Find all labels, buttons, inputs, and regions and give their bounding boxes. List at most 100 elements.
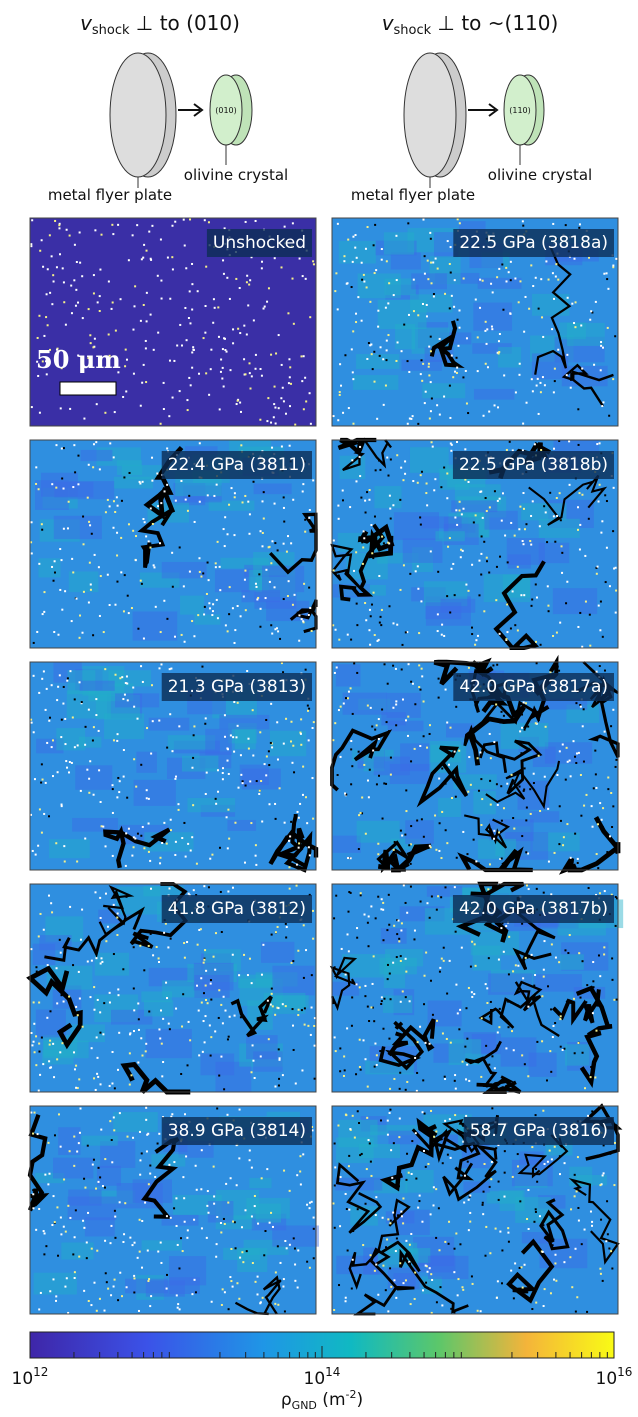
speckle	[127, 259, 130, 262]
speckle	[574, 1247, 577, 1250]
speckle	[30, 521, 33, 524]
speckle	[400, 1215, 403, 1218]
map-panel: 41.8 GPa (3812)	[26, 882, 317, 1095]
speckle	[116, 796, 119, 799]
speckle	[198, 442, 201, 445]
speckle	[568, 483, 571, 486]
speckle	[187, 892, 190, 895]
speckle	[304, 796, 307, 799]
speckle	[578, 223, 581, 226]
map-texture	[335, 1137, 374, 1164]
speckle	[389, 756, 392, 759]
speckle	[277, 1303, 280, 1306]
speckle	[422, 218, 425, 221]
speckle	[223, 1088, 226, 1091]
speckle	[73, 1164, 76, 1167]
speckle	[288, 839, 291, 842]
speckle	[61, 267, 64, 270]
speckle	[416, 1071, 419, 1074]
speckle	[395, 703, 398, 706]
speckle	[261, 820, 264, 823]
speckle	[577, 751, 580, 754]
speckle	[42, 265, 45, 268]
speckle	[419, 745, 422, 748]
speckle	[185, 339, 188, 342]
speckle	[530, 378, 533, 381]
speckle	[542, 968, 545, 971]
speckle	[492, 664, 495, 667]
speckle	[267, 546, 270, 549]
map-texture	[389, 763, 430, 785]
speckle	[116, 912, 119, 915]
speckle	[493, 829, 496, 832]
speckle	[122, 968, 125, 971]
speckle	[610, 1250, 613, 1253]
speckle	[152, 564, 155, 567]
speckle	[119, 298, 122, 301]
speckle	[599, 975, 602, 978]
speckle	[126, 699, 129, 702]
speckle	[380, 898, 383, 901]
speckle	[233, 1221, 236, 1224]
speckle	[97, 1075, 100, 1078]
speckle	[235, 277, 238, 280]
speckle	[569, 386, 572, 389]
speckle	[566, 353, 569, 356]
speckle	[532, 782, 535, 785]
speckle	[577, 528, 580, 531]
speckle	[160, 663, 163, 666]
speckle	[282, 598, 285, 601]
speckle	[603, 669, 606, 672]
speckle	[174, 499, 177, 502]
speckle	[509, 627, 512, 630]
speckle	[87, 357, 90, 360]
speckle	[227, 808, 230, 811]
speckle	[377, 1293, 380, 1296]
speckle	[435, 848, 438, 851]
map-texture	[75, 668, 103, 691]
speckle	[459, 556, 462, 559]
speckle	[575, 752, 578, 755]
map-texture	[43, 1040, 89, 1059]
speckle	[388, 923, 391, 926]
speckle	[60, 559, 63, 562]
speckle	[250, 256, 253, 259]
map-texture	[243, 1239, 289, 1255]
speckle	[229, 369, 232, 372]
speckle	[148, 1010, 151, 1013]
speckle	[598, 442, 601, 445]
speckle	[38, 411, 41, 414]
speckle	[462, 376, 465, 379]
speckle	[151, 479, 154, 482]
map-texture	[183, 485, 222, 503]
speckle	[159, 238, 162, 241]
speckle	[149, 313, 152, 316]
speckle	[62, 685, 65, 688]
speckle	[80, 702, 83, 705]
speckle	[385, 260, 388, 263]
speckle	[203, 613, 206, 616]
speckle	[68, 995, 71, 998]
crack	[463, 814, 511, 849]
speckle	[79, 938, 82, 941]
speckle	[151, 720, 154, 723]
speckle	[273, 385, 276, 388]
speckle	[368, 1142, 371, 1145]
map-texture	[426, 886, 463, 897]
speckle	[596, 565, 599, 568]
speckle	[161, 1075, 164, 1078]
speckle	[498, 632, 501, 635]
speckle	[259, 607, 262, 610]
speckle	[95, 441, 98, 444]
speckle	[350, 638, 353, 641]
speckle	[299, 731, 302, 734]
speckle	[386, 1133, 389, 1136]
speckle	[117, 994, 120, 997]
speckle	[248, 372, 251, 375]
speckle	[594, 1076, 597, 1079]
map-texture	[45, 916, 84, 942]
speckle	[592, 787, 595, 790]
speckle	[280, 363, 283, 366]
speckle	[398, 940, 401, 943]
speckle	[447, 1242, 450, 1245]
